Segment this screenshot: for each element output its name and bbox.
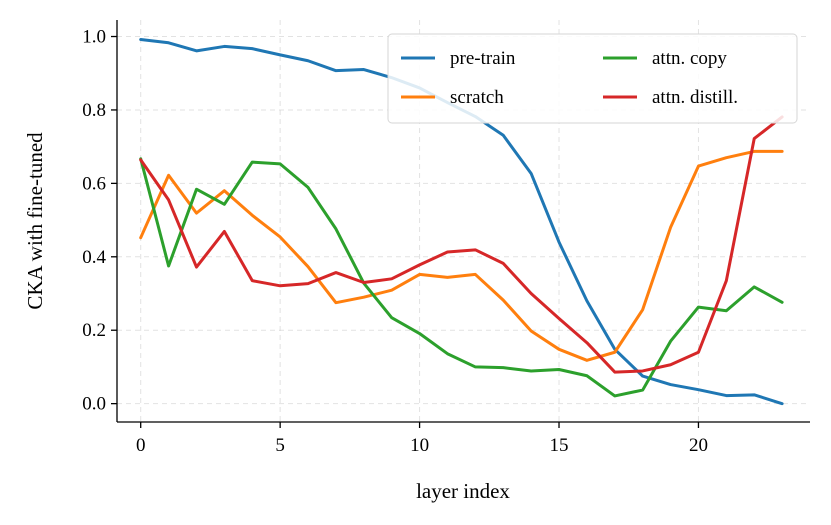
y-tick-label: 0.8 xyxy=(82,100,106,121)
y-tick-label: 0.4 xyxy=(82,247,106,268)
legend-label: attn. copy xyxy=(652,48,727,69)
axes xyxy=(116,20,810,423)
y-axis-label: CKA with fine-tuned xyxy=(23,132,47,310)
legend-label: scratch xyxy=(450,87,504,108)
legend-label: pre-train xyxy=(450,48,516,69)
x-tick-label: 10 xyxy=(410,435,429,456)
series-group xyxy=(139,37,784,406)
legend: pre-train scratch attn. copy attn. distill. xyxy=(387,33,798,124)
y-tick-label: 0.6 xyxy=(82,173,106,194)
y-ticks: 0.0 0.2 0.4 0.6 0.8 1.0 xyxy=(82,27,117,415)
legend-box xyxy=(387,33,798,124)
series-line-2 xyxy=(139,157,784,398)
y-tick-label: 0.2 xyxy=(82,320,106,341)
x-axis-label: layer index xyxy=(416,479,510,503)
y-tick-label: 1.0 xyxy=(82,27,106,48)
series-line-3 xyxy=(139,115,784,374)
y-tick-label: 0.0 xyxy=(82,394,106,415)
x-tick-label: 20 xyxy=(689,435,708,456)
x-tick-label: 0 xyxy=(136,435,146,456)
series-line-1 xyxy=(139,149,784,362)
x-ticks: 0 5 10 15 20 xyxy=(136,422,708,456)
legend-label: attn. distill. xyxy=(652,87,738,108)
x-tick-label: 5 xyxy=(275,435,285,456)
x-tick-label: 15 xyxy=(550,435,569,456)
